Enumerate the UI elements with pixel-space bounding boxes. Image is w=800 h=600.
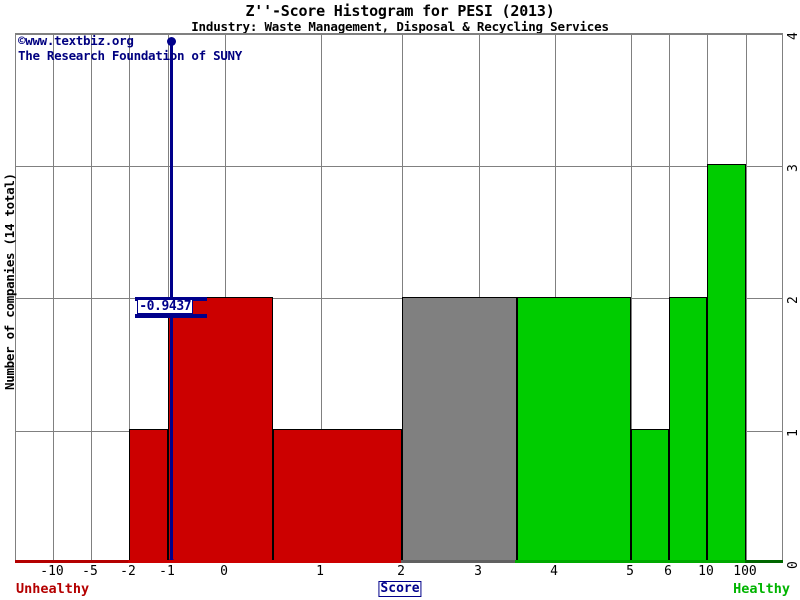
baseline-segment: [128, 560, 401, 563]
y-axis-title: Number of companies (14 total): [2, 173, 17, 390]
y-tick-label: 2: [786, 296, 800, 304]
x-tick-label: 3: [474, 564, 482, 579]
watermark-line-2: The Research Foundation of SUNY: [18, 48, 242, 63]
histogram-bar: [517, 296, 631, 561]
x-tick-label: 1: [316, 564, 324, 579]
y-tick-label: 3: [786, 164, 800, 172]
y-gridline: [16, 166, 782, 167]
plot-area: -0.9437: [15, 33, 783, 562]
x-tick-label: 6: [664, 564, 672, 579]
x-gridline: [129, 34, 130, 561]
chart-title: Z''-Score Histogram for PESI (2013): [245, 2, 555, 20]
histogram-bar: [707, 164, 746, 561]
x-tick-label: -5: [82, 564, 98, 579]
plot-inner: -0.9437: [16, 34, 782, 561]
x-gridline: [631, 34, 632, 561]
y-tick-label: 1: [786, 429, 800, 437]
x-tick-label: 2: [397, 564, 405, 579]
x-tick-label: 100: [733, 564, 757, 579]
baseline-segment: [401, 560, 515, 563]
histogram-bar: [129, 428, 168, 561]
y-tick-label: 4: [786, 32, 800, 40]
x-gridline: [53, 34, 54, 561]
x-gridline: [321, 34, 322, 561]
x-tick-label: 5: [626, 564, 634, 579]
histogram-bar: [402, 296, 517, 561]
y-tick-label: 0: [786, 561, 800, 569]
baseline-segment: [745, 560, 783, 563]
chart-subtitle: Industry: Waste Management, Disposal & R…: [191, 19, 609, 34]
x-tick-label: 4: [550, 564, 558, 579]
marker-crossbar-lower: [135, 314, 208, 318]
histogram-bar: [631, 428, 669, 561]
x-tick-label: 10: [698, 564, 714, 579]
watermark: ©www.textbiz.org The Research Foundation…: [18, 33, 242, 63]
x-gridline: [746, 34, 747, 561]
x-tick-label: -10: [40, 564, 64, 579]
legend-unhealthy: Unhealthy: [16, 581, 90, 597]
x-axis-title-score: Score: [378, 581, 422, 597]
histogram-bar: [273, 428, 402, 561]
histogram-bar: [669, 296, 707, 561]
x-tick-label: -2: [120, 564, 136, 579]
company-score-marker: -0.9437: [16, 34, 782, 561]
x-tick-label: -1: [159, 564, 175, 579]
legend-healthy: Healthy: [733, 581, 790, 597]
baseline-segment: [15, 560, 128, 563]
y-gridline: [16, 298, 782, 299]
x-gridline: [91, 34, 92, 561]
marker-dot-top: [167, 37, 177, 46]
y-gridline: [16, 34, 782, 35]
marker-value-label: -0.9437: [137, 299, 194, 314]
baseline-segment: [515, 560, 745, 563]
x-tick-label: 0: [220, 564, 228, 579]
watermark-line-1: ©www.textbiz.org: [18, 33, 134, 48]
